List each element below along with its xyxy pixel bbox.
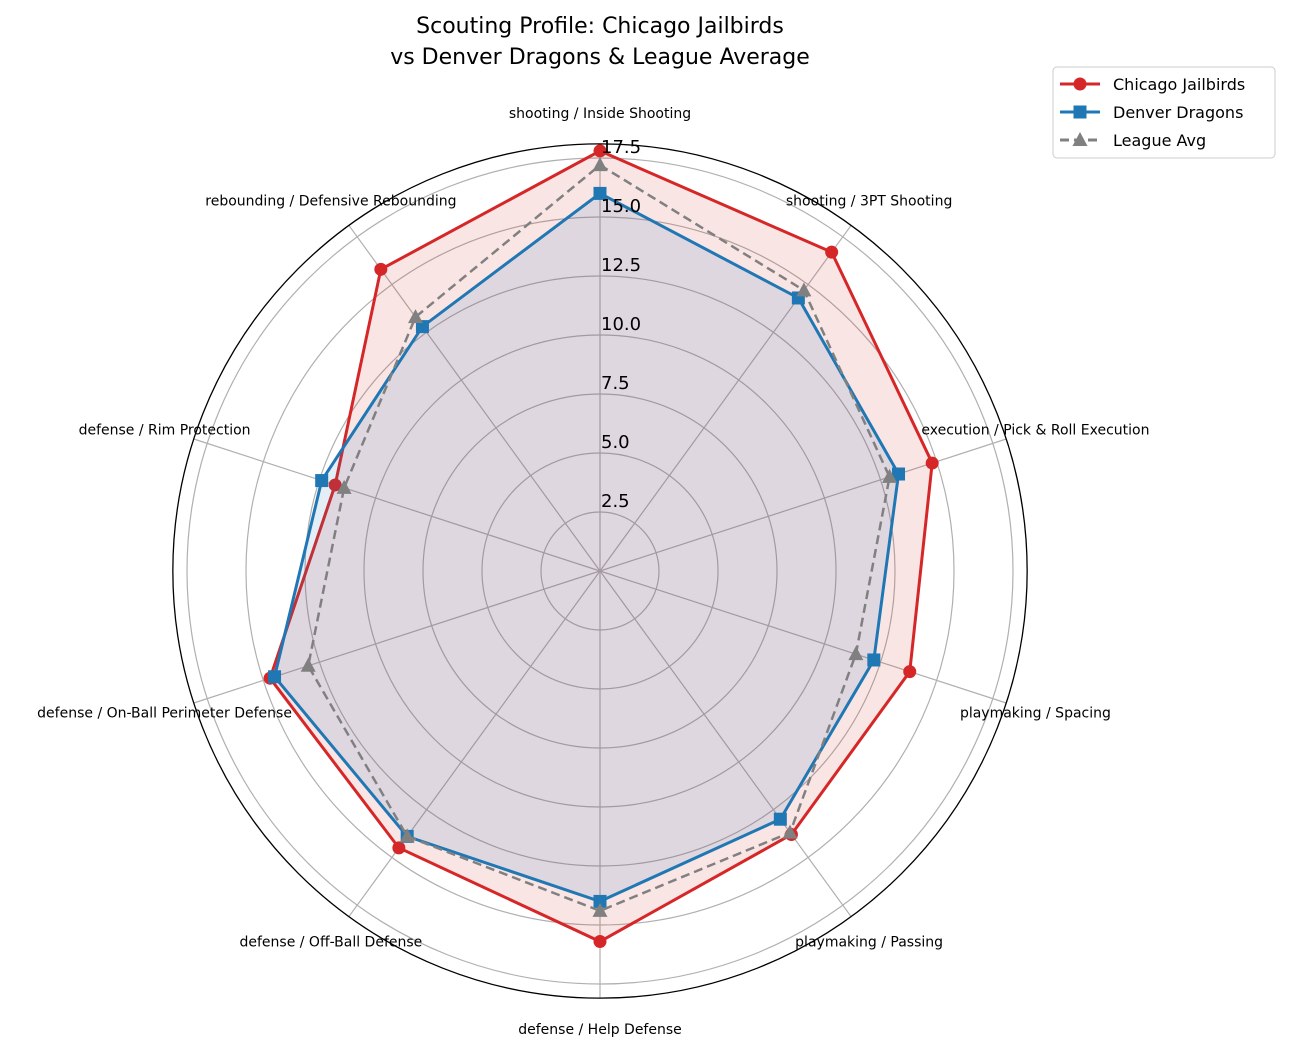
axis-label: playmaking / Passing — [795, 934, 943, 950]
data-point — [848, 646, 864, 661]
axis-label: defense / Off-Ball Defense — [239, 934, 422, 950]
r-tick-label: 2.5 — [601, 491, 630, 512]
data-point — [415, 320, 429, 334]
r-tick-label: 15.0 — [601, 196, 641, 217]
series-denver-dragons — [268, 186, 906, 908]
legend-label: Chicago Jailbirds — [1113, 75, 1245, 94]
outer-frame — [172, 143, 1028, 999]
series-fill — [270, 150, 933, 942]
data-point — [408, 309, 424, 324]
data-point — [268, 670, 282, 684]
data-point — [399, 828, 415, 843]
data-point — [903, 665, 917, 679]
legend-box — [1052, 66, 1276, 159]
r-tick-label: 5.0 — [601, 432, 630, 453]
grid-spoke — [348, 225, 601, 572]
legend-marker — [1073, 105, 1087, 119]
data-point — [796, 282, 812, 297]
data-point — [773, 812, 787, 826]
axis-label: defense / Help Defense — [518, 1022, 682, 1038]
data-point — [825, 245, 839, 259]
legend: Chicago Jailbirds Denver Dragons League Av… — [1052, 66, 1276, 159]
grid-spoke — [599, 570, 1007, 704]
series-line — [306, 163, 891, 913]
grid-spoke — [599, 225, 852, 572]
axis-label: shooting / 3PT Shooting — [786, 194, 952, 210]
chart-title-line1: Scouting Profile: Chicago Jailbirds — [416, 14, 784, 39]
axis-label: playmaking / Spacing — [960, 705, 1111, 721]
data-point — [328, 478, 342, 492]
legend-label: League Avg — [1113, 131, 1206, 150]
data-point — [592, 157, 608, 172]
data-point — [593, 144, 607, 158]
data-point — [300, 657, 316, 672]
axis-label: defense / Rim Protection — [79, 423, 251, 439]
axis-label: rebounding / Defensive Rebounding — [205, 194, 456, 210]
data-point — [593, 186, 607, 200]
legend-marker — [1072, 132, 1088, 146]
r-tick-label: 12.5 — [601, 255, 641, 276]
data-point — [374, 262, 388, 276]
data-point — [593, 935, 607, 949]
data-point — [315, 474, 329, 488]
data-point — [782, 824, 798, 839]
grid-spoke — [193, 438, 601, 572]
data-point — [392, 841, 406, 855]
axis-label: shooting / Inside Shooting — [509, 106, 691, 122]
data-point — [592, 902, 608, 917]
legend-label: Denver Dragons — [1113, 103, 1243, 122]
data-point — [892, 467, 906, 481]
data-point — [867, 653, 881, 667]
data-point — [925, 456, 939, 470]
r-tick-label: 10.0 — [601, 314, 641, 335]
data-point — [336, 479, 352, 494]
axis-label: execution / Pick & Roll Execution — [921, 423, 1149, 439]
data-point — [593, 894, 607, 908]
grid-spoke — [599, 570, 852, 917]
series-fill — [274, 193, 899, 902]
series-league-avg — [300, 157, 898, 917]
grid-spoke — [193, 570, 601, 704]
r-tick-label: 7.5 — [601, 373, 630, 394]
r-tick-label: 17.5 — [601, 137, 641, 158]
data-point — [882, 468, 898, 483]
series-chicago-jailbirds — [263, 144, 939, 949]
legend-marker — [1073, 77, 1087, 91]
axis-label: defense / On-Ball Perimeter Defense — [37, 705, 292, 721]
grid-spoke — [599, 438, 1007, 572]
chart-title-line2: vs Denver Dragons & League Average — [390, 45, 810, 70]
grid-spoke — [348, 570, 601, 917]
